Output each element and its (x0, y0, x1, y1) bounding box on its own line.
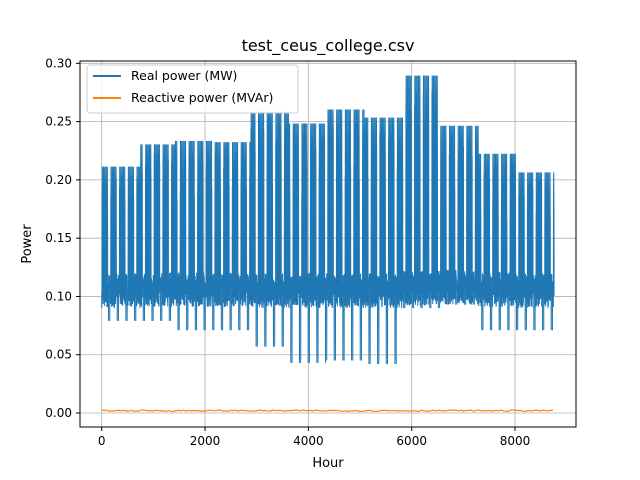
y-tick-label: 0.05 (45, 348, 72, 362)
legend: Real power (MW) Reactive power (MVAr) (86, 64, 299, 114)
legend-label-real-power: Real power (MW) (131, 68, 237, 83)
series-line-real-power (101, 75, 555, 365)
plot-frame (79, 60, 577, 428)
ticks: 0 2000 4000 6000 8000 0.00 0.05 0.10 0.15 0.20 0.2… (45, 56, 530, 448)
x-tick-label: 2000 (190, 434, 221, 448)
series-line-reactive-power (101, 409, 554, 413)
y-tick-label: 0.15 (45, 231, 72, 245)
x-tick-label: 8000 (500, 434, 531, 448)
y-tick-label: 0.10 (45, 289, 72, 303)
chart-title: test_ceus_college.csv (242, 36, 415, 56)
y-tick-label: 0.25 (45, 115, 72, 129)
x-axis-label: Hour (312, 456, 344, 471)
plot-area (101, 75, 555, 413)
x-tick-label: 4000 (293, 434, 324, 448)
x-tick-label: 0 (98, 434, 106, 448)
legend-box (86, 64, 299, 114)
legend-label-reactive-power: Reactive power (MVAr) (131, 90, 273, 105)
y-tick-label: 0.30 (45, 56, 72, 70)
y-tick-label: 0.20 (45, 173, 72, 187)
y-tick-label: 0.00 (45, 406, 72, 420)
x-tick-label: 6000 (396, 434, 427, 448)
y-axis-label: Power (20, 224, 35, 264)
